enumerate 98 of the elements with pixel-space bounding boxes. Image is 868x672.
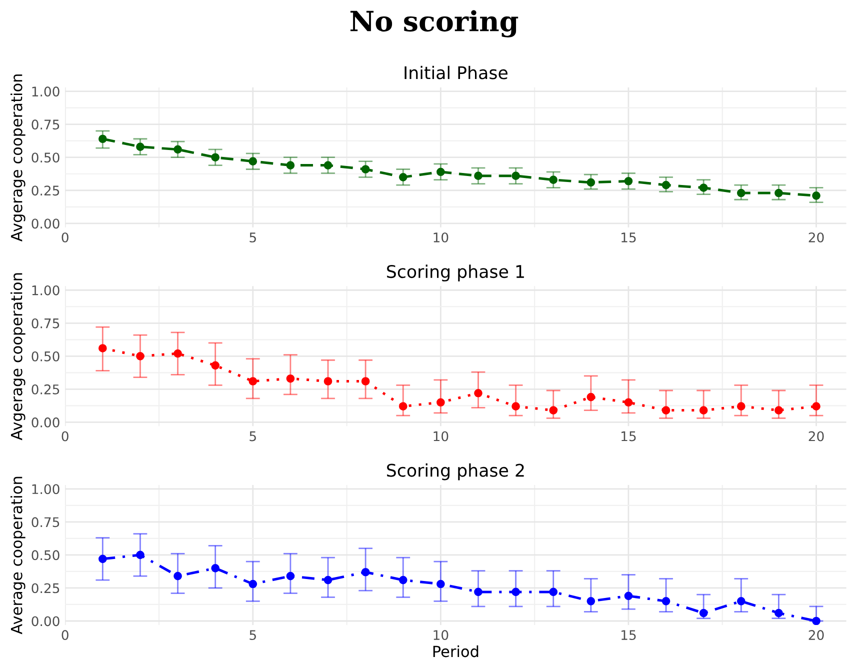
point bbox=[211, 153, 220, 162]
point bbox=[736, 402, 746, 411]
y-tick-label: 0.25 bbox=[32, 583, 60, 594]
point bbox=[324, 161, 332, 170]
x-tick-label: 20 bbox=[808, 232, 824, 242]
chart-title: Initial Phase bbox=[404, 66, 508, 80]
y-tick-label: 0.25 bbox=[32, 186, 60, 196]
point bbox=[774, 608, 783, 618]
point bbox=[512, 402, 520, 411]
x-tick-label: 10 bbox=[434, 630, 448, 640]
point bbox=[699, 608, 708, 618]
y-tick-label: 0.50 bbox=[32, 351, 60, 362]
y-tick-label: 0.00 bbox=[32, 616, 60, 626]
y-tick-label: 0.75 bbox=[32, 318, 60, 328]
point bbox=[398, 173, 408, 182]
x-tick-label: 10 bbox=[434, 232, 448, 242]
point bbox=[812, 616, 820, 625]
x-tick-label: 10 bbox=[434, 431, 448, 442]
y-tick-label: 0.00 bbox=[32, 218, 60, 229]
point bbox=[662, 597, 670, 606]
point bbox=[436, 168, 445, 176]
point bbox=[286, 572, 295, 580]
point bbox=[549, 176, 558, 184]
x-tick-label: 0 bbox=[62, 431, 68, 442]
point bbox=[136, 142, 144, 151]
point bbox=[98, 344, 107, 352]
point bbox=[699, 184, 708, 192]
point bbox=[624, 592, 633, 600]
y-tick-label: 1.00 bbox=[32, 285, 60, 296]
point bbox=[512, 588, 520, 596]
point bbox=[699, 406, 708, 414]
text: No scoring bbox=[350, 10, 518, 38]
x-tick-label: 15 bbox=[622, 431, 636, 442]
point bbox=[211, 564, 220, 572]
point bbox=[398, 576, 408, 584]
chart-title: Scoring phase 2 bbox=[387, 463, 524, 480]
y-axis-title: Avgerage cooperation bbox=[10, 273, 26, 440]
y-axis-title: Avgerage cooperation bbox=[10, 74, 26, 242]
point bbox=[248, 580, 258, 588]
point bbox=[512, 172, 520, 180]
point bbox=[174, 349, 182, 358]
point bbox=[736, 188, 746, 198]
x-tick-label: 20 bbox=[808, 431, 824, 442]
point bbox=[136, 550, 144, 560]
x-tick-label: 0 bbox=[62, 630, 68, 640]
x-axis-title: Period bbox=[433, 645, 478, 658]
point bbox=[436, 398, 445, 407]
point bbox=[662, 406, 670, 414]
point bbox=[398, 402, 408, 411]
point bbox=[361, 568, 370, 576]
y-tick-label: 0.75 bbox=[32, 517, 60, 528]
point bbox=[436, 580, 445, 588]
point bbox=[586, 392, 596, 402]
point bbox=[586, 178, 596, 187]
point bbox=[736, 597, 746, 606]
point bbox=[324, 377, 332, 386]
y-axis-title: Average cooperation bbox=[10, 476, 26, 634]
x-tick-label: 0 bbox=[62, 232, 68, 242]
point bbox=[812, 402, 820, 411]
x-tick-label: 15 bbox=[622, 232, 636, 242]
point bbox=[774, 406, 783, 414]
point bbox=[174, 572, 182, 580]
point bbox=[549, 588, 558, 596]
point bbox=[324, 576, 332, 584]
y-tick-label: 0.00 bbox=[32, 417, 60, 428]
point bbox=[361, 165, 370, 174]
x-tick-label: 5 bbox=[250, 431, 256, 442]
point bbox=[361, 377, 370, 386]
point bbox=[286, 161, 295, 170]
point bbox=[624, 398, 633, 407]
y-tick-label: 1.00 bbox=[32, 86, 60, 97]
y-tick-label: 0.50 bbox=[32, 152, 60, 163]
point bbox=[586, 597, 596, 606]
point bbox=[549, 406, 558, 414]
point bbox=[248, 377, 258, 386]
x-tick-label: 5 bbox=[250, 232, 256, 242]
point bbox=[474, 388, 482, 398]
y-tick-label: 0.25 bbox=[32, 384, 60, 394]
point bbox=[211, 361, 220, 370]
point bbox=[174, 145, 182, 154]
x-tick-label: 15 bbox=[622, 630, 636, 640]
point bbox=[286, 374, 295, 383]
point bbox=[136, 352, 144, 360]
point bbox=[248, 157, 258, 166]
y-tick-label: 1.00 bbox=[32, 484, 60, 494]
point bbox=[662, 180, 670, 190]
point bbox=[474, 588, 482, 596]
point bbox=[98, 134, 107, 144]
y-tick-label: 0.50 bbox=[32, 550, 60, 560]
point bbox=[774, 188, 783, 198]
point bbox=[98, 554, 107, 564]
x-tick-label: 20 bbox=[808, 630, 824, 640]
chart-title: Scoring phase 1 bbox=[387, 264, 524, 282]
point bbox=[624, 176, 633, 186]
point bbox=[812, 191, 820, 200]
x-tick-label: 5 bbox=[250, 630, 256, 640]
y-tick-label: 0.75 bbox=[32, 120, 60, 130]
point bbox=[474, 172, 482, 180]
